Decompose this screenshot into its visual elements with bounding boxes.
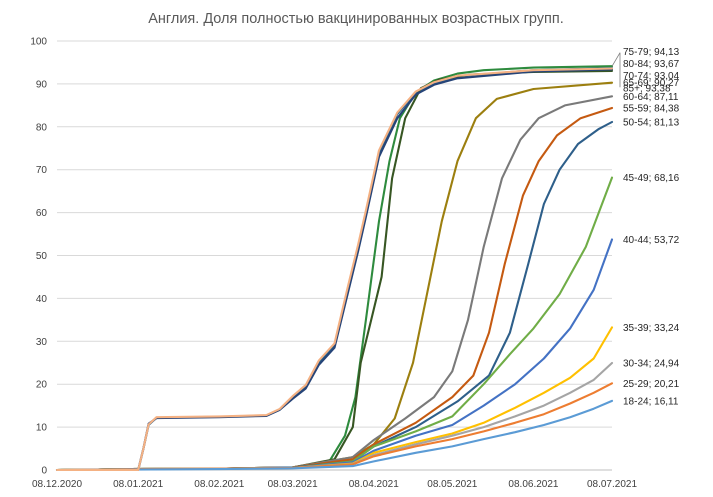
x-tick-label: 08.07.2021: [587, 479, 637, 490]
x-tick-label: 08.12.2020: [32, 479, 82, 490]
chart-title: Англия. Доля полностью вакцинированных в…: [148, 11, 564, 27]
series-end-label: 65-69; 90,27: [623, 78, 680, 89]
series-line: [55, 238, 614, 472]
x-tick-label: 08.01.2021: [113, 479, 163, 490]
series-end-label: 25-29; 20,21: [623, 379, 680, 390]
y-tick-label: 50: [36, 251, 48, 262]
series-line: [55, 399, 614, 472]
gridlines: [57, 40, 612, 428]
series-end-label: 45-49; 68,16: [623, 173, 680, 184]
y-tick-label: 90: [36, 79, 48, 90]
y-tick-label: 40: [36, 294, 48, 305]
series-end-label: 30-34; 24,94: [623, 359, 680, 370]
series-lines: [55, 65, 614, 472]
series-end-label: 50-54; 81,13: [623, 117, 680, 128]
x-axis-tick-labels: 08.12.2020 08.01.2021 08.02.2021 08.03.2021…: [32, 479, 637, 490]
series-end-label: 35-39; 33,24: [623, 323, 680, 334]
series-line: [55, 176, 614, 472]
y-tick-label: 70: [36, 165, 48, 176]
series-line: [55, 95, 614, 472]
x-tick-label: 08.06.2021: [508, 479, 558, 490]
series-end-label: 18-24; 16,11: [623, 396, 679, 407]
series-line: [55, 67, 614, 472]
x-tick-label: 08.04.2021: [349, 479, 399, 490]
y-tick-label: 30: [36, 337, 48, 348]
series-end-label: 80-84; 93,67: [623, 59, 680, 70]
series-end-label: 70-74; 93,04: [623, 71, 680, 82]
x-tick-label: 08.05.2021: [427, 479, 477, 490]
series-end-label: 85+; 93,38: [623, 84, 671, 95]
series-end-label: 75-79; 94,13: [623, 47, 680, 58]
series-end-label: 60-64; 87,11: [623, 92, 679, 103]
label-leader-line: [611, 52, 621, 67]
x-tick-label: 08.03.2021: [268, 479, 318, 490]
series-end-label: 55-59; 84,38: [623, 104, 680, 115]
y-axis-tick-labels: 0 10 20 30 40 50 60 70 80 90 100: [30, 37, 47, 477]
series-end-label: 40-44; 53,72: [623, 235, 680, 246]
y-tick-label: 60: [36, 208, 48, 219]
series-line: [55, 106, 614, 472]
y-tick-label: 80: [36, 122, 48, 133]
y-tick-label: 20: [36, 380, 48, 391]
x-tick-label: 08.02.2021: [194, 479, 244, 490]
y-tick-label: 100: [30, 37, 47, 48]
y-tick-label: 10: [36, 423, 48, 434]
y-tick-label: 0: [41, 466, 47, 477]
